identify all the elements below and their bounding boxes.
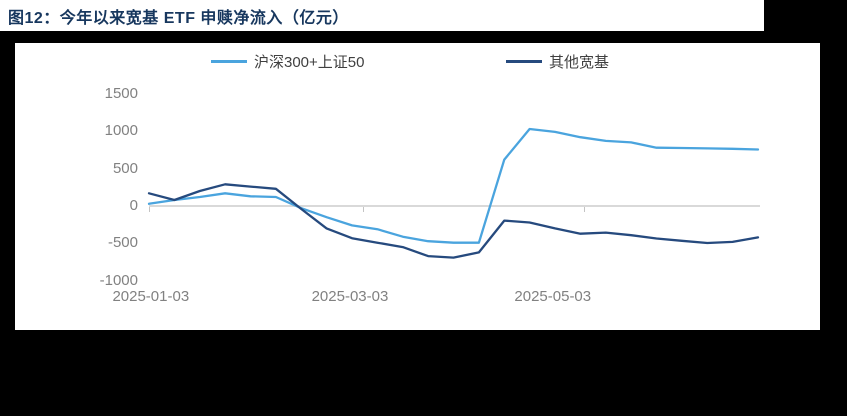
figure-title: 图12：今年以来宽基 ETF 申赎净流入（亿元） xyxy=(8,9,349,27)
y-tick-label: 0 xyxy=(129,197,138,214)
figure-title-bar: 图12：今年以来宽基 ETF 申赎净流入（亿元） xyxy=(0,0,764,31)
zero-gridline xyxy=(149,205,760,207)
legend-label: 沪深300+上证50 xyxy=(254,53,365,71)
y-tick-label: -500 xyxy=(107,234,138,252)
y-tick-label: 1500 xyxy=(104,84,138,102)
legend-item-csi300-sse50: 沪深300+上证50 xyxy=(211,53,365,71)
x-tick-label: 2025-03-03 xyxy=(311,288,389,305)
x-tick-mark xyxy=(584,207,585,212)
legend-line-swatch-dark-blue xyxy=(506,59,542,63)
x-tick-label: 2025-05-03 xyxy=(514,288,592,305)
legend-item-other-broad-based: 其他宽基 xyxy=(506,53,610,71)
legend-line-swatch-light-blue xyxy=(211,59,247,63)
x-tick-label: 2025-01-03 xyxy=(112,288,190,305)
legend-label: 其他宽基 xyxy=(549,53,610,71)
y-tick-label: 1000 xyxy=(104,122,138,140)
x-tick-mark xyxy=(149,207,150,212)
y-tick-label: 500 xyxy=(112,159,138,177)
x-tick-mark xyxy=(363,207,364,212)
y-tick-label: -1000 xyxy=(99,271,138,289)
